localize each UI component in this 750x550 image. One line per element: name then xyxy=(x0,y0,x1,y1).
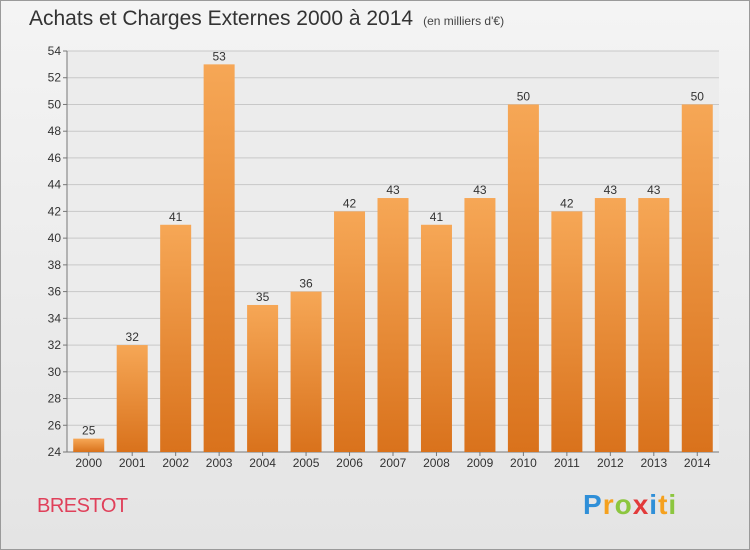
data-label: 50 xyxy=(691,89,705,103)
y-tick-label: 30 xyxy=(48,365,62,379)
x-tick-label: 2006 xyxy=(336,456,363,470)
data-label: 35 xyxy=(256,290,270,304)
brand-letter: o xyxy=(614,489,633,520)
x-tick-label: 2004 xyxy=(249,456,276,470)
y-tick-label: 26 xyxy=(48,418,62,432)
data-label: 42 xyxy=(560,196,574,210)
x-tick-label: 2005 xyxy=(293,456,320,470)
y-tick-label: 50 xyxy=(48,97,62,111)
x-tick-label: 2007 xyxy=(380,456,407,470)
data-label: 36 xyxy=(299,277,313,291)
brand-letter: P xyxy=(583,489,603,520)
brand-logo: Proxiti xyxy=(583,489,677,521)
y-tick-label: 40 xyxy=(48,231,62,245)
brand-letter: i xyxy=(649,489,659,520)
y-tick-label: 28 xyxy=(48,392,62,406)
x-tick-label: 2008 xyxy=(423,456,450,470)
y-tick-label: 36 xyxy=(48,285,62,299)
bar xyxy=(247,304,279,452)
x-tick-label: 2001 xyxy=(119,456,146,470)
brand-letter: x xyxy=(632,489,650,520)
data-label: 25 xyxy=(82,424,96,438)
bar xyxy=(160,224,192,452)
y-tick-label: 24 xyxy=(48,445,62,459)
x-tick-label: 2003 xyxy=(206,456,233,470)
y-tick-label: 34 xyxy=(48,311,62,325)
bar xyxy=(507,104,539,452)
data-label: 42 xyxy=(343,196,357,210)
y-tick-label: 48 xyxy=(48,124,62,138)
data-label: 43 xyxy=(604,183,618,197)
data-label: 41 xyxy=(430,210,444,224)
city-name: BRESTOT xyxy=(37,495,128,517)
bar xyxy=(638,198,670,452)
chart-subtitle: (en milliers d'€) xyxy=(423,14,505,28)
x-tick-label: 2002 xyxy=(162,456,189,470)
data-label: 43 xyxy=(473,183,487,197)
chart-title: Achats et Charges Externes 2000 à 2014 xyxy=(29,7,414,30)
x-tick-label: 2013 xyxy=(640,456,667,470)
title-row: Achats et Charges Externes 2000 à 2014 (e… xyxy=(29,7,504,31)
bar xyxy=(73,438,105,452)
x-tick-label: 2011 xyxy=(554,456,580,470)
bar xyxy=(464,198,496,452)
y-tick-label: 38 xyxy=(48,258,62,272)
x-tick-label: 2000 xyxy=(75,456,102,470)
data-label: 50 xyxy=(517,89,531,103)
brand-letter: t xyxy=(658,489,669,520)
bar xyxy=(420,224,452,452)
bar xyxy=(377,198,409,452)
data-label: 53 xyxy=(212,49,226,63)
bar xyxy=(116,345,148,452)
brand-letter: r xyxy=(602,489,615,520)
y-tick-label: 52 xyxy=(48,71,62,85)
bar xyxy=(203,64,235,452)
y-tick-label: 44 xyxy=(48,178,62,192)
y-tick-label: 54 xyxy=(48,44,62,58)
bar xyxy=(551,211,583,452)
x-tick-label: 2009 xyxy=(467,456,494,470)
bar xyxy=(334,211,366,452)
data-label: 43 xyxy=(386,183,400,197)
data-label: 43 xyxy=(647,183,661,197)
x-tick-label: 2012 xyxy=(597,456,624,470)
y-tick-label: 42 xyxy=(48,204,62,218)
data-label: 41 xyxy=(169,210,183,224)
brand-letter: i xyxy=(668,489,678,520)
bar xyxy=(594,198,626,452)
x-tick-label: 2010 xyxy=(510,456,537,470)
y-tick-label: 32 xyxy=(48,338,62,352)
bar xyxy=(290,291,322,452)
y-tick-label: 46 xyxy=(48,151,62,165)
data-label: 32 xyxy=(126,330,140,344)
x-tick-label: 2014 xyxy=(684,456,711,470)
bar xyxy=(681,104,713,452)
